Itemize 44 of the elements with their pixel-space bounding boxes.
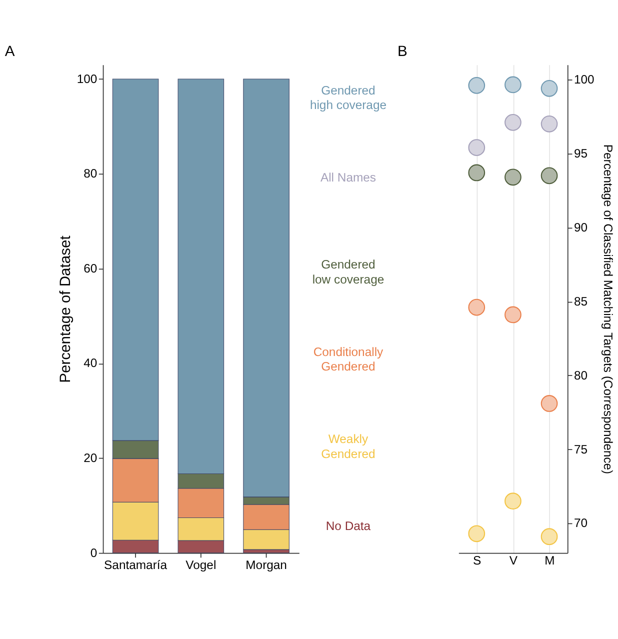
point [468,139,486,156]
y-tick-label: 90 [574,220,588,234]
y-tick-label: 85 [574,294,588,308]
point [540,167,558,184]
x-tick-label: Vogel [186,558,216,572]
x-tick-label: M [544,554,555,568]
point [468,525,486,542]
point [468,164,486,182]
y-tick-label: 80 [84,166,98,181]
y-tick-label: 70 [574,516,588,530]
legend-label: No Data [326,519,371,534]
chart-title: A [4,44,15,60]
y-tick-label: 95 [574,146,588,160]
point [540,395,558,412]
point [504,76,522,94]
point [504,168,522,186]
y-tick-label: 100 [76,72,98,86]
y-tick-label: 0 [90,546,98,560]
point [468,298,486,316]
x-tick-label: S [473,554,482,568]
text: All Names [320,170,376,185]
point [468,77,486,94]
x-tick-label: V [509,554,518,568]
point [504,492,522,510]
y-axis-title: Percentage of Classified Matching Targets (Correspondence) [600,144,615,474]
text: Conditionally Gendered [313,344,384,374]
x-tick-label: Santamaría [104,558,168,572]
chart-title: B [397,44,408,60]
y-tick-label: 75 [574,442,588,456]
point [504,114,522,131]
y-tick-label: 40 [84,356,98,370]
y-axis-title: Percentage of Dataset [58,236,74,383]
y-tick-label: 20 [84,451,98,466]
text: Gendered high coverage [310,83,387,112]
point [540,528,558,546]
y-tick-label: 100 [574,72,595,86]
y-tick-label: 60 [84,261,98,276]
text: Gendered low coverage [312,258,384,287]
point [540,80,558,97]
text: Weakly Gendered [321,432,376,461]
x-tick-label: Morgan [246,558,287,572]
point [540,115,558,132]
y-tick-label: 80 [574,368,588,382]
point [504,306,522,324]
